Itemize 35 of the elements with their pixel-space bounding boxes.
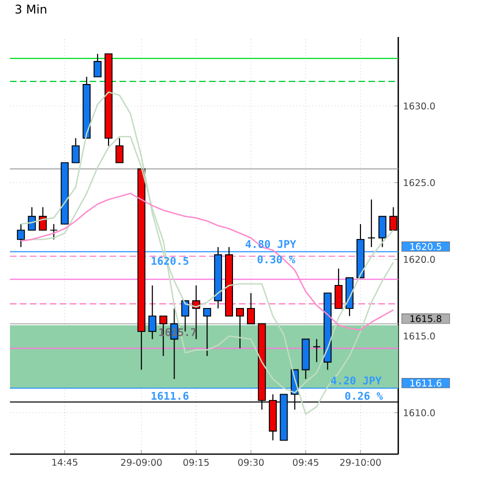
annotation: 4.20 JPY <box>331 376 382 385</box>
candlestick <box>203 308 212 356</box>
candlestick <box>16 224 25 248</box>
candlestick <box>116 138 124 164</box>
x-tick-label: 29-09:00 <box>121 458 162 466</box>
ref-line-label: 1615.8 <box>410 315 442 322</box>
candlestick <box>50 224 58 240</box>
candlestick <box>334 268 343 309</box>
y-tick-label: 1625.0 <box>404 179 435 186</box>
y-tick-label: 1615.0 <box>404 332 435 340</box>
candlestick <box>94 53 102 78</box>
candlestick <box>38 206 47 231</box>
x-tick-label: 09:15 <box>183 458 209 466</box>
annotation: 0.26 % <box>345 392 383 400</box>
x-tick-label: 09:30 <box>238 458 264 466</box>
chart-title: 3 Min <box>16 4 46 14</box>
x-tick-label: 14:45 <box>52 458 78 466</box>
candlestick <box>247 292 255 324</box>
candlestick <box>236 308 244 349</box>
x-tick-label: 09:45 <box>292 458 318 466</box>
candlestick <box>368 199 376 248</box>
y-tick-label: 1620.0 <box>404 256 435 263</box>
annotation: 0.30 % <box>258 255 296 264</box>
y-tick-label: 1630.0 <box>404 102 435 110</box>
candlestick <box>312 338 321 363</box>
candlestick <box>28 206 36 231</box>
ref-line-label: 1620.5 <box>410 243 442 250</box>
candlestick <box>148 284 156 340</box>
y-tick-label: 1610.0 <box>404 409 435 416</box>
candlestick <box>72 138 80 164</box>
candlestick <box>378 216 386 248</box>
ref-line-label: 1611.6 <box>410 380 442 387</box>
annotation: 1620.5 <box>152 256 188 265</box>
x-tick-label: 29-10:00 <box>340 458 381 466</box>
annotation: 1611.6 <box>152 392 189 400</box>
